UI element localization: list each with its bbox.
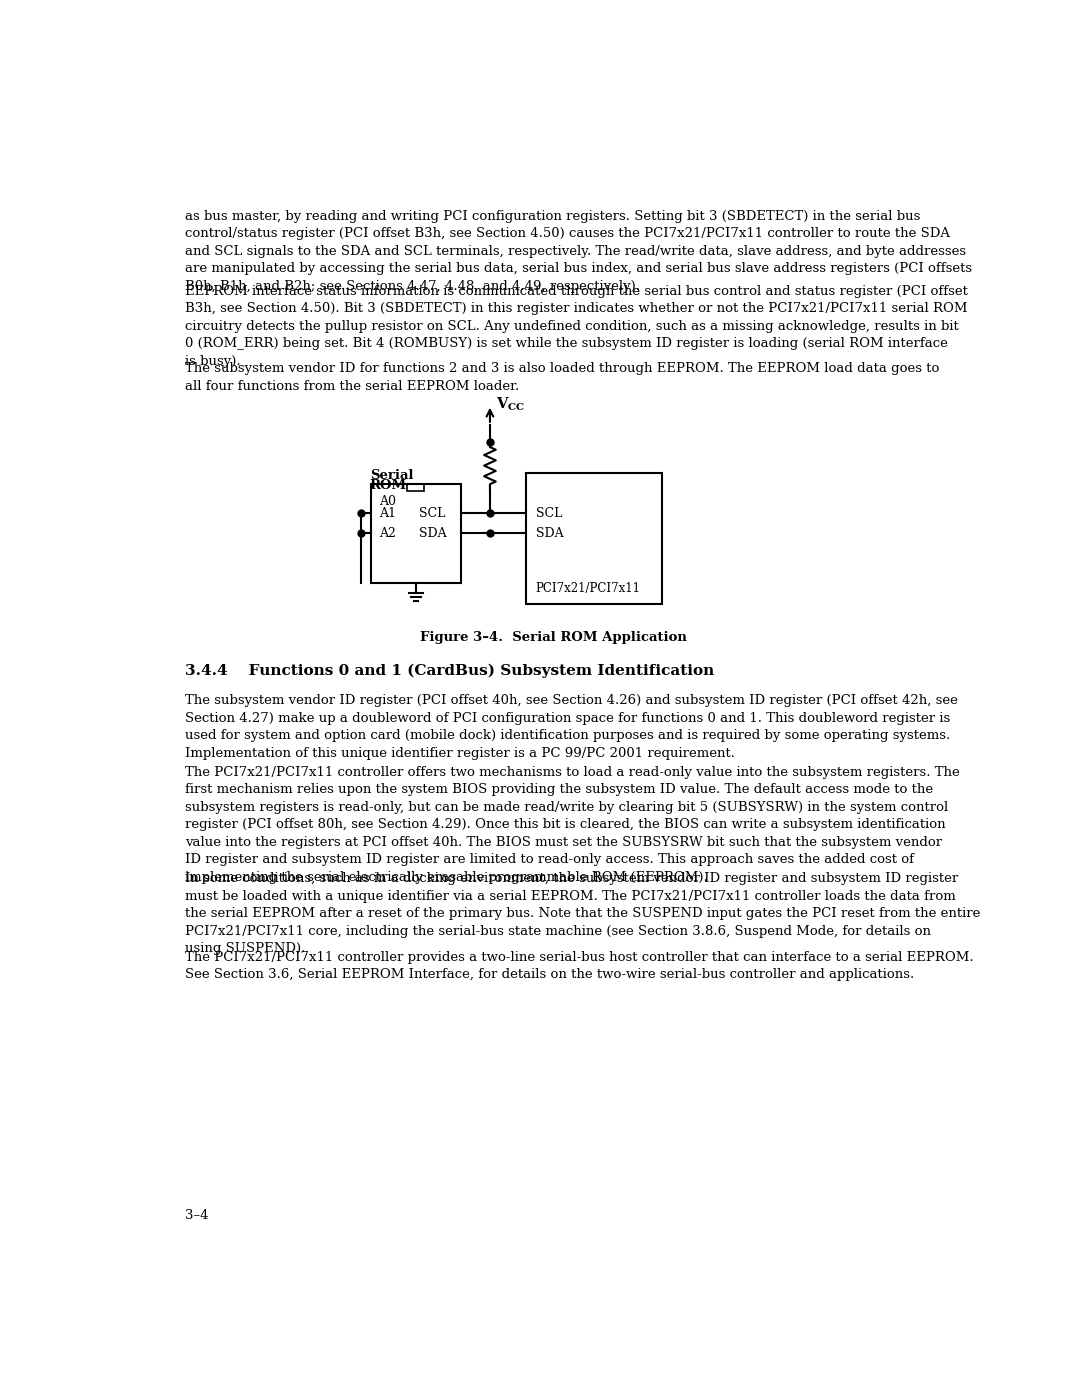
Text: The subsystem vendor ID register (PCI offset 40h, see Section 4.26) and subsyste: The subsystem vendor ID register (PCI of… (186, 694, 958, 760)
Text: SDA: SDA (536, 527, 564, 539)
Bar (407, 485, 424, 490)
Text: SDA: SDA (419, 527, 447, 539)
Text: 3.4.4    Functions 0 and 1 (CardBus) Subsystem Identification: 3.4.4 Functions 0 and 1 (CardBus) Subsys… (186, 664, 715, 678)
Text: PCI7x21/PCI7x11: PCI7x21/PCI7x11 (536, 583, 640, 595)
Text: SCL: SCL (419, 507, 446, 520)
Bar (526, 474, 662, 605)
Text: The PCI7x21/PCI7x11 controller offers two mechanisms to load a read-only value i: The PCI7x21/PCI7x11 controller offers tw… (186, 766, 960, 884)
Text: Serial: Serial (369, 469, 414, 482)
Text: 3–4: 3–4 (186, 1208, 208, 1222)
Text: The subsystem vendor ID for functions 2 and 3 is also loaded through EEPROM. The: The subsystem vendor ID for functions 2 … (186, 362, 940, 393)
Text: as bus master, by reading and writing PCI configuration registers. Setting bit 3: as bus master, by reading and writing PC… (186, 210, 972, 293)
Text: A1: A1 (379, 507, 396, 520)
Text: ROM: ROM (369, 479, 407, 493)
Text: SCL: SCL (536, 507, 562, 520)
Text: A0: A0 (379, 495, 396, 507)
Text: EEPROM interface status information is communicated through the serial bus contr: EEPROM interface status information is c… (186, 285, 969, 367)
Text: A2: A2 (379, 527, 396, 539)
Text: V$_{\mathregular{CC}}$: V$_{\mathregular{CC}}$ (496, 395, 526, 414)
Bar (372, 485, 460, 583)
Text: The PCI7x21/PCI7x11 controller provides a two-line serial-bus host controller th: The PCI7x21/PCI7x11 controller provides … (186, 951, 974, 981)
Text: Figure 3–4.  Serial ROM Application: Figure 3–4. Serial ROM Application (420, 631, 687, 644)
Text: In some conditions, such as in a docking environment, the subsystem vendor ID re: In some conditions, such as in a docking… (186, 872, 981, 956)
